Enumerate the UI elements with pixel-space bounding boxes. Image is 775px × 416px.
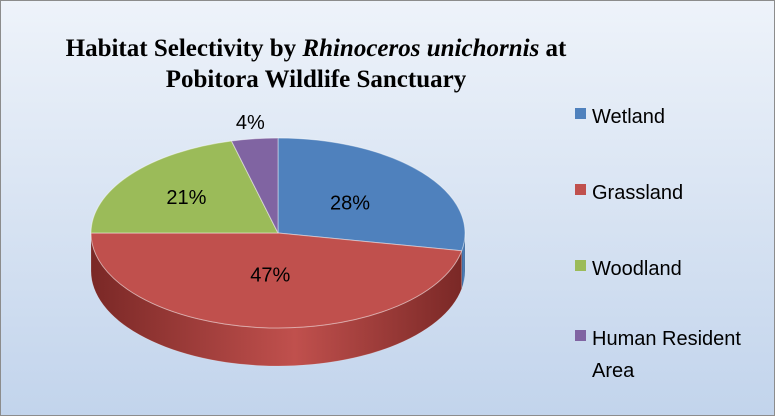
data-label-human-resident-area: 4%	[236, 112, 265, 134]
data-label-woodland: 21%	[166, 187, 206, 209]
slice-human-resident-area	[230, 137, 279, 234]
legend-label-grassland: Grassland	[592, 182, 684, 204]
slice-woodland	[90, 140, 279, 234]
title-part-1: Habitat Selectivity by	[65, 35, 303, 62]
slice-wetland	[277, 137, 466, 252]
title-part-3: at Pobitora Wildlife Sanctuary	[165, 35, 567, 93]
data-label-grassland: 47%	[250, 265, 290, 287]
data-label-wetland: 28%	[330, 193, 370, 215]
legend-label-wetland: Wetland	[592, 106, 666, 128]
slice-grassland	[90, 232, 463, 329]
legend-label-woodland: Woodland	[592, 258, 682, 280]
legend-swatch-grassland	[575, 184, 586, 195]
chart-title: Habitat Selectivity by Rhinoceros unicho…	[51, 33, 581, 95]
legend-swatch-woodland	[575, 260, 586, 271]
legend-swatch-human-resident-area	[575, 330, 586, 341]
title-part-2: Rhinoceros unichornis	[302, 35, 540, 62]
legend-swatch-wetland	[575, 108, 586, 119]
legend-label-human-resident-area: Human Resident Area	[592, 328, 741, 382]
